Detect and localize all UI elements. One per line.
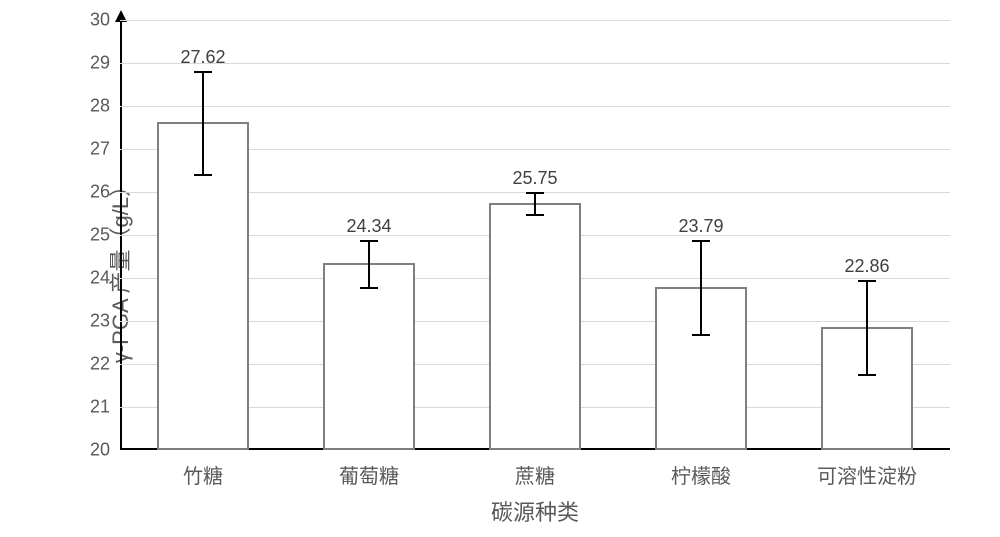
- bar-value-label: 22.86: [844, 256, 889, 277]
- y-tick-label: 30: [90, 10, 110, 31]
- y-tick-label: 29: [90, 53, 110, 74]
- bar-value-label: 25.75: [512, 168, 557, 189]
- x-axis-title: 碳源种类: [491, 495, 579, 527]
- y-tick-label: 20: [90, 440, 110, 461]
- y-tick-label: 22: [90, 354, 110, 375]
- error-cap-bottom: [194, 174, 212, 176]
- error-cap-top: [194, 71, 212, 73]
- error-cap-bottom: [526, 214, 544, 216]
- y-tick-label: 24: [90, 268, 110, 289]
- error-cap-bottom: [692, 334, 710, 336]
- gridline: [120, 20, 950, 21]
- error-cap-bottom: [360, 287, 378, 289]
- error-bar: [368, 240, 370, 287]
- plot-area: 碳源种类 202122232425262728293027.62竹糖24.34葡…: [120, 20, 950, 450]
- bar: [489, 203, 580, 450]
- gridline: [120, 106, 950, 107]
- error-bar: [202, 71, 204, 174]
- chart-container: γ-PGA 产量（g/L） 碳源种类 202122232425262728293…: [0, 0, 1000, 537]
- error-bar: [866, 280, 868, 375]
- error-bar: [534, 192, 536, 214]
- gridline: [120, 63, 950, 64]
- x-tick-label: 葡萄糖: [339, 460, 399, 489]
- error-cap-top: [692, 240, 710, 242]
- x-tick-label: 可溶性淀粉: [817, 460, 917, 489]
- bar-value-label: 24.34: [346, 216, 391, 237]
- y-tick-label: 28: [90, 96, 110, 117]
- error-cap-bottom: [858, 374, 876, 376]
- y-tick-label: 25: [90, 225, 110, 246]
- error-bar: [700, 240, 702, 335]
- bar: [323, 263, 414, 450]
- y-tick-label: 23: [90, 311, 110, 332]
- bar-value-label: 23.79: [678, 216, 723, 237]
- error-cap-top: [858, 280, 876, 282]
- x-tick-label: 蔗糖: [515, 460, 555, 489]
- bar-value-label: 27.62: [180, 47, 225, 68]
- y-tick-label: 21: [90, 397, 110, 418]
- y-tick-label: 27: [90, 139, 110, 160]
- x-tick-label: 柠檬酸: [671, 460, 731, 489]
- error-cap-top: [526, 192, 544, 194]
- y-tick-label: 26: [90, 182, 110, 203]
- error-cap-top: [360, 240, 378, 242]
- x-tick-label: 竹糖: [183, 460, 223, 489]
